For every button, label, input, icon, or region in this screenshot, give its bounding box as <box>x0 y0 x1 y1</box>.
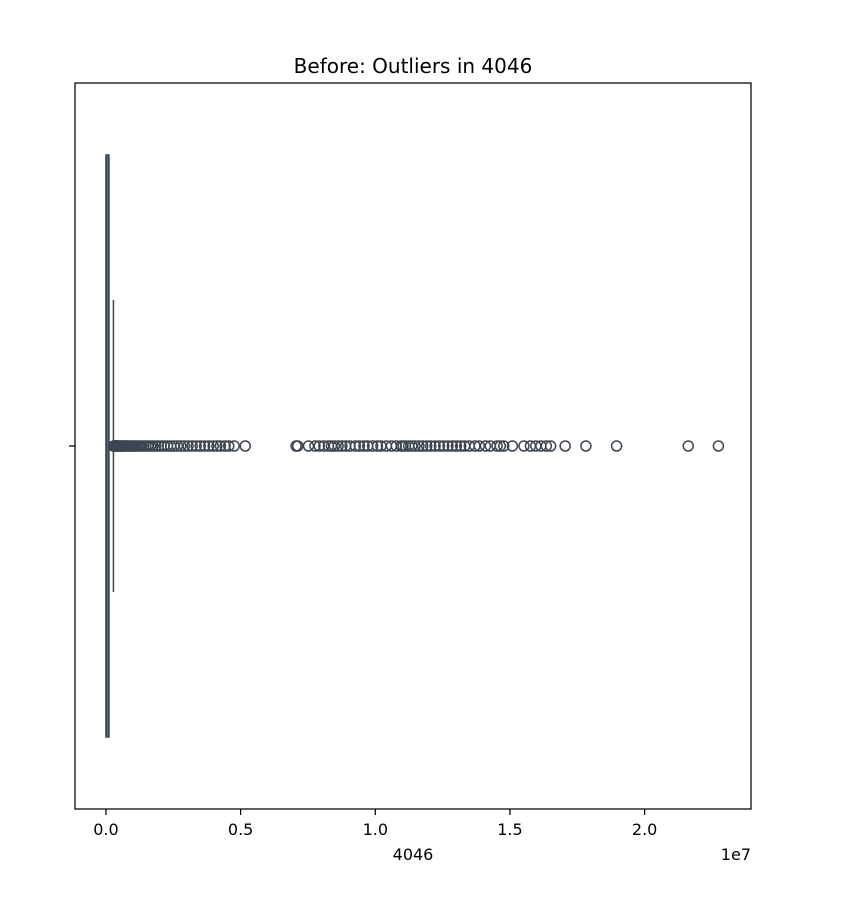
outlier-point <box>353 440 366 452</box>
outlier-point <box>712 440 725 452</box>
outlier-point <box>491 440 503 452</box>
outlier-point <box>506 440 519 452</box>
outlier-point <box>207 440 219 452</box>
x-tick-label: 1.5 <box>497 820 522 839</box>
outlier-point <box>228 440 240 452</box>
outlier-point <box>211 440 223 452</box>
outlier-point <box>518 440 530 452</box>
outlier-point <box>420 440 433 452</box>
x-tick-label: 1.0 <box>363 820 388 839</box>
outlier-point <box>366 440 379 452</box>
outlier-point <box>498 440 510 452</box>
outlier-point <box>682 440 694 452</box>
x-axis-label: 4046 <box>393 845 434 864</box>
outlier-point <box>446 440 459 452</box>
outlier-point <box>203 440 215 452</box>
outlier-point <box>610 440 623 452</box>
outlier-point <box>186 440 198 452</box>
outlier-point <box>175 440 187 452</box>
outlier-point <box>559 440 571 452</box>
outlier-point <box>406 440 418 452</box>
outlier-point <box>413 440 425 452</box>
outlier-point <box>349 440 362 452</box>
outlier-point <box>214 440 227 452</box>
outlier-point <box>494 440 507 452</box>
outlier-point <box>479 440 492 452</box>
outlier-point <box>544 440 557 452</box>
outlier-point <box>309 440 321 452</box>
outlier-point <box>437 440 450 452</box>
outlier-point <box>190 440 202 452</box>
outlier-layer <box>107 440 725 452</box>
outlier-point <box>171 440 184 452</box>
outlier-point <box>450 440 463 452</box>
outlier-point <box>328 440 341 452</box>
outlier-point <box>291 440 304 452</box>
outlier-point <box>454 440 467 452</box>
x-tick-label: 2.0 <box>632 820 657 839</box>
outlier-point <box>332 440 344 452</box>
outlier-point <box>182 440 194 452</box>
outlier-point <box>152 440 164 452</box>
outlier-point <box>390 440 403 452</box>
outlier-point <box>442 440 454 452</box>
outlier-point <box>580 440 592 452</box>
outlier-point <box>433 440 446 452</box>
outlier-point <box>429 440 441 452</box>
x-tick-label: 0.0 <box>93 820 118 839</box>
x-tick-label: 0.5 <box>228 820 253 839</box>
outlier-point <box>540 440 553 452</box>
x-axis-offset-label: 1e7 <box>721 845 751 864</box>
outlier-point <box>219 440 231 452</box>
outlier-point <box>425 440 437 452</box>
outlier-point <box>302 440 315 452</box>
outlier-point <box>223 440 235 452</box>
outlier-point <box>416 440 429 452</box>
outlier-point <box>313 440 326 452</box>
outlier-point <box>409 440 421 452</box>
outlier-point <box>358 440 370 452</box>
outlier-point <box>198 440 211 452</box>
outlier-point <box>178 440 191 452</box>
outlier-point <box>473 440 486 452</box>
x-axis: 0.0 0.5 1.0 1.5 2.0 <box>93 809 657 839</box>
outlier-point <box>371 440 384 452</box>
outlier-point <box>194 440 206 452</box>
chart-title: Before: Outliers in 4046 <box>294 54 533 78</box>
outlier-point <box>239 440 251 452</box>
outlier-point <box>336 440 348 452</box>
